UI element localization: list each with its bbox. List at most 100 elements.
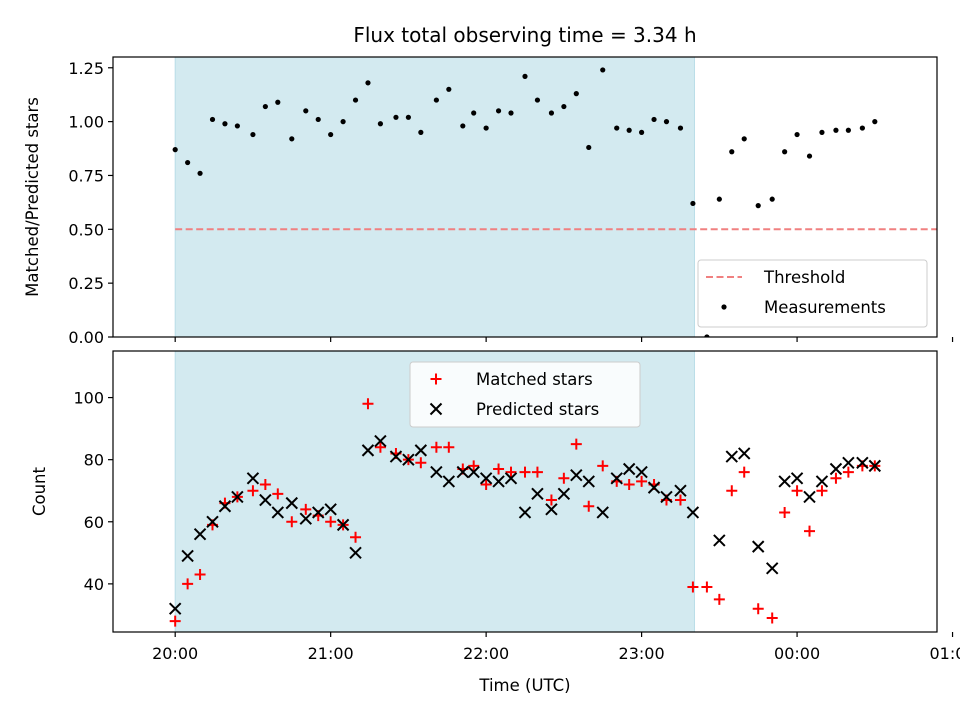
point-cross (467, 465, 480, 479)
point-cross (778, 475, 791, 488)
point-plus (493, 463, 505, 475)
y-tick-label: 0.00 (68, 328, 104, 347)
point-dot (185, 159, 191, 166)
point-dot (845, 127, 851, 133)
point-dot (819, 129, 825, 135)
point-dot (495, 108, 502, 114)
point-dot (573, 91, 579, 97)
y-tick-label: 0.50 (68, 220, 104, 239)
point-cross (206, 515, 219, 528)
point-dot (209, 116, 216, 123)
y-tick-label: 60 (84, 513, 104, 532)
point-dot (755, 203, 761, 209)
point-cross (389, 450, 403, 463)
point-plus (636, 475, 648, 487)
y-tick-label: 40 (84, 575, 104, 594)
point-plus (545, 494, 557, 506)
point-plus (570, 438, 582, 450)
legend-box (697, 259, 928, 328)
x-ticks (174, 337, 954, 342)
point-cross (414, 444, 428, 457)
point-dot (197, 170, 203, 176)
point-dot (806, 153, 813, 159)
point-cross (259, 493, 272, 507)
point-dot (315, 116, 321, 123)
point-plus (169, 615, 181, 627)
point-dot (833, 127, 839, 133)
legend-label: Measurements (764, 298, 886, 317)
point-cross (324, 503, 337, 516)
point-plus (623, 479, 635, 491)
bottom-panel-counts: 40608010020:0021:0022:0023:0000:0001:000… (30, 350, 960, 663)
point-cross (635, 465, 648, 479)
point-plus (247, 485, 259, 497)
x-tick-label: 23:00 (619, 644, 665, 663)
point-plus (362, 398, 374, 410)
legend-label: Matched stars (476, 370, 593, 389)
point-cross (271, 506, 285, 519)
point-cross (349, 546, 362, 560)
point-dot (690, 200, 696, 207)
point-dot (600, 67, 606, 73)
point-plus (842, 466, 854, 478)
y-axis-label: Matched/Predicted stars (23, 97, 42, 297)
point-plus (480, 479, 492, 491)
point-cross (765, 562, 779, 575)
point-dot (377, 121, 384, 127)
point-plus (738, 466, 750, 478)
point-dot (303, 108, 309, 114)
point-cross (218, 500, 232, 513)
point-dot (794, 131, 800, 138)
point-cross (622, 462, 636, 476)
point-dot (859, 125, 865, 131)
y-tick-label: 1.25 (68, 59, 104, 78)
point-cross (570, 468, 583, 482)
point-plus (597, 460, 609, 472)
point-cross (868, 459, 882, 473)
point-dot (626, 127, 632, 133)
point-plus (325, 516, 337, 528)
point-plus (443, 441, 455, 453)
data-marks (168, 398, 882, 627)
point-dot (663, 119, 670, 125)
point-dot (677, 125, 684, 131)
point-dot (548, 110, 555, 116)
point-dot (651, 116, 657, 123)
point-dot (365, 80, 371, 86)
point-cross (582, 475, 595, 488)
x-tick-label: 00:00 (774, 644, 820, 663)
axes-frame (112, 350, 938, 633)
data-marks (172, 67, 937, 337)
observing-span (174, 56, 695, 338)
point-cross (492, 475, 505, 488)
point-dot (289, 136, 295, 142)
point-plus (350, 531, 362, 543)
x-tick-label: 20:00 (152, 644, 198, 663)
point-cross (545, 503, 558, 516)
point-cross (246, 472, 260, 485)
point-cross (596, 506, 609, 519)
point-plus (182, 578, 194, 590)
point-plus (713, 593, 725, 605)
point-cross (518, 506, 532, 519)
y-tick-label: 100 (73, 389, 104, 408)
point-dot (262, 103, 268, 110)
point-plus (300, 503, 312, 515)
point-plus (766, 612, 778, 624)
point-plus (687, 581, 699, 593)
point-plus (531, 466, 543, 478)
point-cross (479, 472, 493, 485)
point-plus (430, 441, 442, 453)
y-ticks: 0.00 0.25 0.50 0.75 1.00 1.25 (68, 59, 113, 347)
point-plus (558, 472, 570, 484)
point-plus (272, 488, 284, 500)
legend-swatch-plus (430, 373, 442, 385)
point-plus (674, 494, 686, 506)
point-dot (433, 97, 439, 103)
point-plus (830, 472, 842, 484)
legend-label: Threshold (763, 268, 845, 287)
point-dot (328, 131, 334, 138)
legend-swatch-dot (721, 304, 727, 310)
point-cross (402, 453, 415, 466)
